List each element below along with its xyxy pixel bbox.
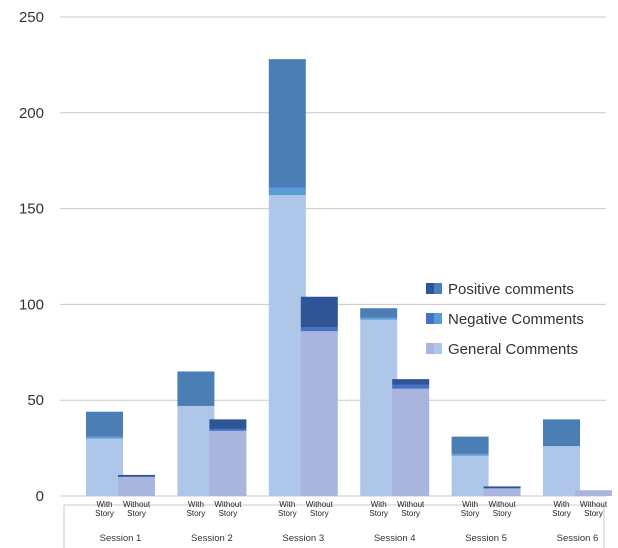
bars [86, 59, 612, 497]
bar-segment-negative-comments [86, 436, 123, 439]
bar-segment-positive-comments [209, 419, 247, 429]
x-axis-table: WithStoryWithoutStoryWithStoryWithoutSto… [63, 500, 608, 548]
x-group-label: Session 4 [374, 533, 416, 544]
x-subcategory-label: With [97, 500, 113, 509]
x-group-label: Session 3 [282, 533, 324, 544]
x-subcategory-label: Story [127, 509, 146, 518]
y-axis-ticks: 0 50 100 150 200 250 [19, 9, 44, 505]
x-subcategory-label: With [188, 500, 204, 509]
legend: Positive comments Negative Comments Genera… [426, 281, 584, 358]
x-group-label: Session 5 [465, 533, 507, 544]
bar-segment-positive-comments [118, 474, 155, 477]
legend-swatch [434, 343, 442, 354]
bar-segment-general-comments [268, 195, 306, 497]
x-subcategory-label: Story [461, 509, 480, 518]
legend-label: General Comments [448, 341, 578, 358]
bar-segment-general-comments [575, 490, 612, 496]
bar-segment-general-comments [209, 430, 247, 496]
y-tick-label: 100 [19, 296, 44, 313]
x-subcategory-label: Story [310, 509, 329, 518]
x-subcategory-label: Story [369, 509, 388, 518]
x-subcategory-label: Story [278, 509, 297, 518]
bar-segment-general-comments [451, 455, 489, 496]
bar-segment-positive-comments [483, 486, 521, 489]
bar-segment-positive-comments [451, 436, 489, 454]
x-subcategory-label: Without [397, 500, 425, 509]
x-group-label: Session 2 [191, 533, 233, 544]
x-subcategory-label: Without [214, 500, 242, 509]
bar-segment-positive-comments [86, 411, 123, 437]
legend-label: Negative Comments [448, 311, 584, 328]
bar-segment-negative-comments [392, 384, 430, 389]
bar-segment-negative-comments [451, 453, 489, 456]
x-subcategory-label: With [462, 500, 478, 509]
y-tick-label: 250 [19, 9, 44, 26]
bar-segment-general-comments [177, 405, 215, 496]
x-subcategory-label: With [371, 500, 387, 509]
bar-segment-negative-comments [360, 317, 398, 320]
x-subcategory-label: Story [552, 509, 571, 518]
x-subcategory-label: Without [489, 500, 517, 509]
bar-segment-general-comments [360, 319, 398, 496]
y-tick-label: 200 [19, 105, 44, 122]
bar-segment-positive-comments [360, 308, 398, 318]
x-subcategory-label: Story [584, 509, 603, 518]
bar-segment-general-comments [300, 331, 338, 496]
legend-swatch [426, 283, 434, 294]
x-subcategory-label: With [554, 500, 570, 509]
x-group-label: Session 1 [100, 533, 142, 544]
bar-segment-negative-comments [268, 187, 306, 196]
x-subcategory-label: With [279, 500, 295, 509]
x-subcategory-label: Without [580, 500, 608, 509]
bar-segment-general-comments [392, 388, 430, 496]
legend-swatch [426, 313, 434, 324]
y-tick-label: 0 [36, 488, 44, 505]
y-tick-label: 50 [27, 392, 44, 409]
x-subcategory-label: Story [401, 509, 420, 518]
bar-segment-general-comments [543, 446, 580, 496]
legend-label: Positive comments [448, 281, 574, 298]
x-subcategory-label: Story [95, 509, 114, 518]
legend-swatch [434, 283, 442, 294]
x-subcategory-label: Story [219, 509, 238, 518]
x-subcategory-label: Without [123, 500, 151, 509]
bar-segment-positive-comments [268, 59, 306, 188]
bar-segment-general-comments [483, 488, 521, 496]
x-subcategory-label: Story [187, 509, 206, 518]
bar-segment-positive-comments [392, 379, 430, 385]
x-subcategory-label: Story [493, 509, 512, 518]
legend-swatch [426, 343, 434, 354]
legend-swatch [434, 313, 442, 324]
bar-segment-positive-comments [543, 419, 580, 447]
bar-segment-general-comments [86, 438, 123, 496]
bar-segment-negative-comments [300, 327, 338, 332]
bar-segment-negative-comments [209, 428, 247, 431]
y-tick-label: 150 [19, 201, 44, 218]
x-group-label: Session 6 [557, 533, 599, 544]
bar-segment-general-comments [118, 476, 155, 496]
x-subcategory-label: Without [306, 500, 334, 509]
bar-segment-positive-comments [300, 296, 338, 328]
bar-segment-positive-comments [177, 371, 215, 406]
